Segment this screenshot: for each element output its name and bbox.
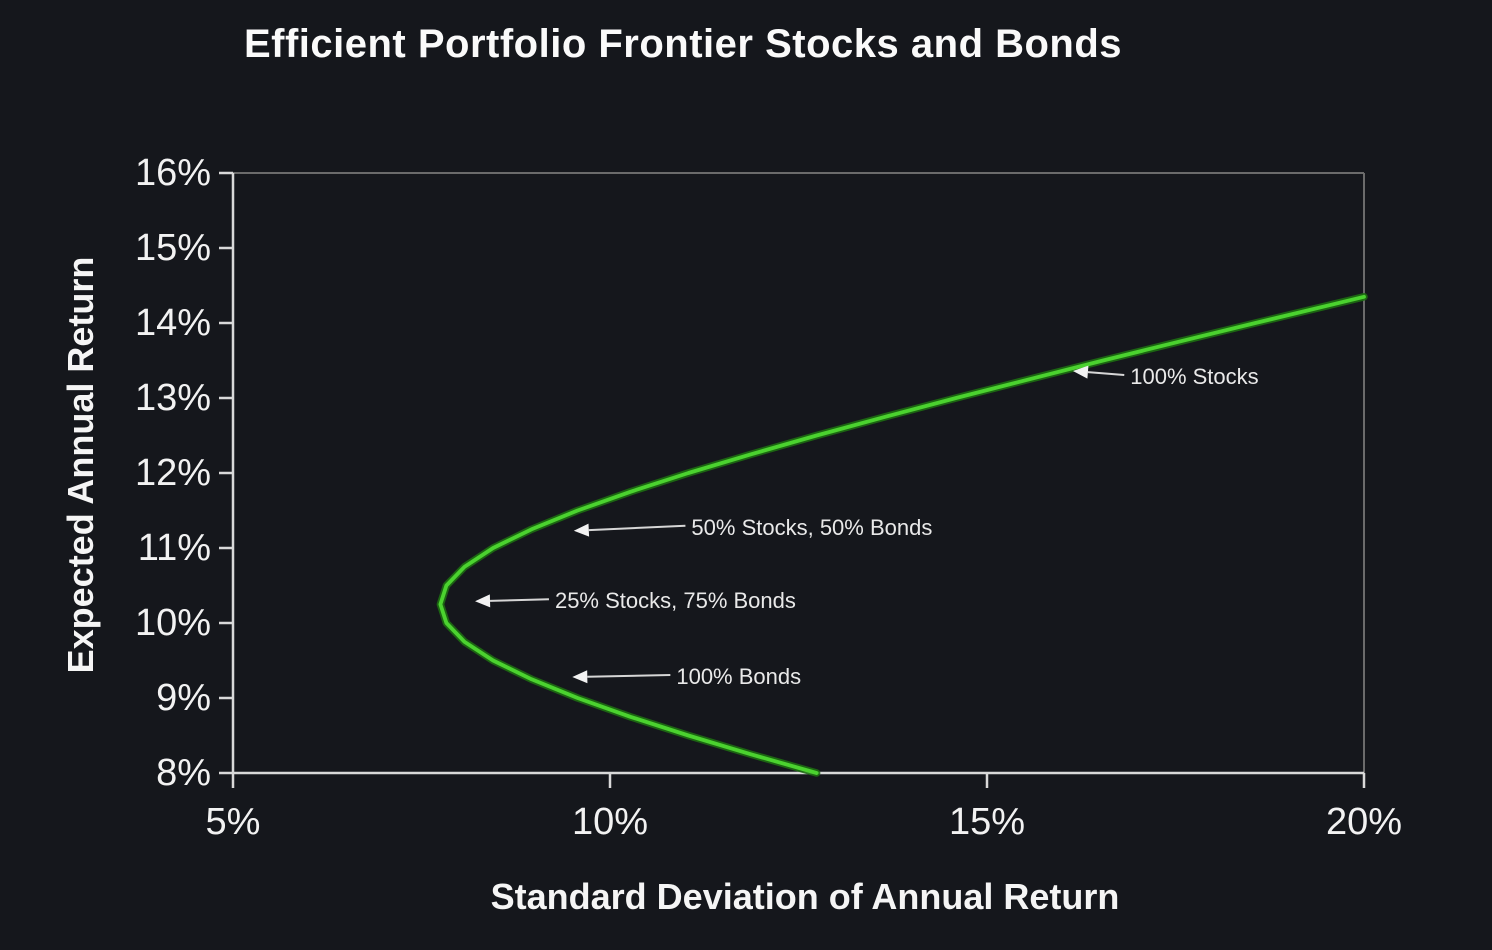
annotation-label: 100% Bonds	[676, 664, 802, 689]
x-tick-label: 10%	[571, 801, 649, 843]
frontier-curve	[438, 294, 1366, 775]
y-tick-label: 9%	[156, 677, 211, 719]
x-tick-label: 15%	[948, 801, 1026, 843]
y-tick-label: 14%	[134, 302, 211, 344]
y-tick-label: 11%	[137, 527, 211, 569]
tick-marks	[219, 171, 1366, 788]
y-tick-label: 16%	[134, 152, 211, 194]
plot-border	[233, 172, 1365, 773]
x-tick-label: 20%	[1325, 801, 1403, 843]
y-tick-label: 12%	[134, 452, 211, 494]
annotation-label: 25% Stocks, 75% Bonds	[554, 588, 796, 614]
annotation-arrows	[475, 365, 1125, 684]
annotation-label: 50% Stocks, 50% Bonds	[691, 514, 933, 540]
y-tick-label: 10%	[134, 602, 211, 644]
y-tick-label: 13%	[134, 377, 211, 419]
x-tick-label: 5%	[205, 801, 261, 843]
annotation-label: 100% Stocks	[1130, 364, 1259, 389]
chart-title: Efficient Portfolio Frontier Stocks and …	[243, 22, 1123, 66]
x-axis-title: Standard Deviation of Annual Return	[490, 876, 1120, 917]
y-tick-label: 15%	[134, 227, 211, 269]
y-tick-label: 8%	[156, 752, 211, 794]
